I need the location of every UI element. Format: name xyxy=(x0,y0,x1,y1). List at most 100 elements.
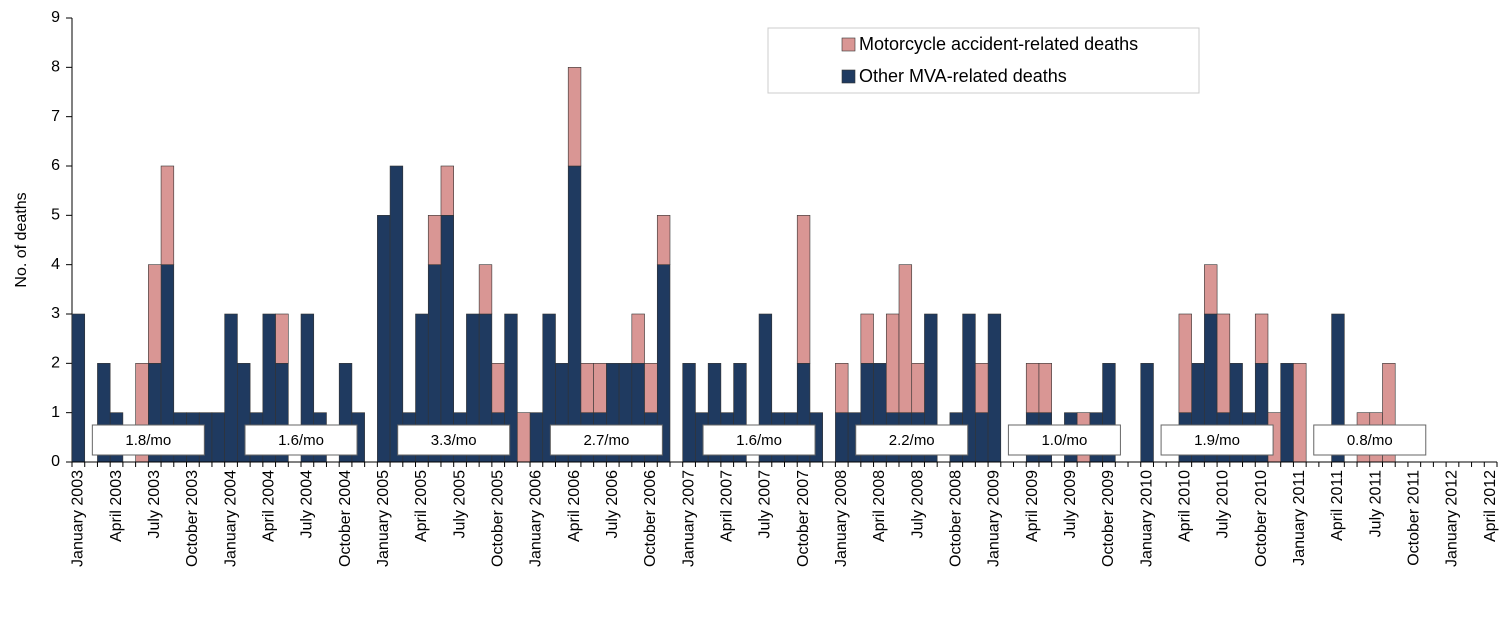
rate-box xyxy=(91,424,205,456)
bar-segment xyxy=(160,165,175,265)
x-tick-label: July 2010 xyxy=(1215,470,1232,539)
y-tick-label: 2 xyxy=(51,355,60,372)
x-tick-label: January 2007 xyxy=(680,470,697,567)
bar-segment xyxy=(860,313,874,364)
rate-label: 1.6/mo xyxy=(736,432,782,449)
bar-segment xyxy=(835,412,849,463)
x-tick-label: April 2011 xyxy=(1329,470,1346,541)
bar-segment xyxy=(440,165,454,216)
x-tick-label: October 2008 xyxy=(947,470,964,567)
rate-label: 1.8/mo xyxy=(125,432,171,449)
x-tick-label: April 2010 xyxy=(1177,470,1194,542)
x-tick-label: July 2004 xyxy=(299,470,316,539)
x-tick-label: July 2005 xyxy=(451,470,468,539)
x-tick-label: January 2008 xyxy=(833,470,850,567)
bar-segment xyxy=(656,215,671,265)
x-tick-label: July 2009 xyxy=(1062,470,1079,539)
legend-swatch xyxy=(841,69,856,84)
x-tick-label: October 2003 xyxy=(184,470,201,567)
x-tick-label: January 2011 xyxy=(1291,470,1308,566)
bar-segment xyxy=(796,215,811,364)
rate-label: 0.8/mo xyxy=(1347,432,1393,449)
bar-segment xyxy=(71,313,86,463)
bar-segment xyxy=(478,264,493,315)
rate-box xyxy=(1313,424,1427,456)
bar-segment xyxy=(427,215,442,265)
y-tick-label: 0 xyxy=(51,453,60,470)
rate-box xyxy=(1007,424,1121,456)
x-tick-label: January 2009 xyxy=(986,470,1003,567)
rate-label: 1.0/mo xyxy=(1041,432,1087,449)
x-tick-label: April 2006 xyxy=(566,470,583,542)
x-tick-label: October 2005 xyxy=(489,470,506,567)
bar-segment xyxy=(567,165,582,463)
bar-segment xyxy=(593,363,607,413)
x-tick-label: January 2003 xyxy=(70,470,87,567)
bar-segment xyxy=(148,264,162,364)
x-tick-label: April 2008 xyxy=(871,470,888,542)
bar-segment xyxy=(211,412,225,463)
x-tick-label: July 2011 xyxy=(1367,470,1384,537)
x-tick-label: April 2003 xyxy=(108,470,125,542)
bar-segment xyxy=(1293,363,1307,463)
bar-segment xyxy=(682,363,696,463)
x-tick-label: July 2006 xyxy=(604,470,621,539)
x-tick-label: October 2011 xyxy=(1406,470,1423,566)
rate-box xyxy=(397,424,511,456)
bar-segment xyxy=(987,313,1002,463)
x-tick-label: April 2012 xyxy=(1482,470,1499,542)
bar-segment xyxy=(1254,313,1269,364)
y-tick-label: 9 xyxy=(51,9,60,26)
rate-box xyxy=(549,424,663,456)
y-axis-title: No. of deaths xyxy=(13,192,30,287)
rate-box xyxy=(1160,424,1274,456)
rate-label: 2.2/mo xyxy=(889,432,935,449)
bar-segment xyxy=(975,363,989,413)
rate-box xyxy=(244,424,358,456)
bar-segment xyxy=(885,313,900,413)
legend-box xyxy=(767,27,1200,94)
bar-segment xyxy=(275,313,289,364)
bar-segment xyxy=(1178,313,1192,413)
y-tick-label: 3 xyxy=(51,305,60,322)
x-tick-label: July 2007 xyxy=(757,470,774,539)
y-tick-label: 8 xyxy=(51,59,60,76)
y-tick-label: 7 xyxy=(51,108,60,125)
rate-box xyxy=(855,424,969,456)
x-tick-label: October 2009 xyxy=(1100,470,1117,567)
bar-segment xyxy=(644,363,658,413)
y-tick-label: 4 xyxy=(51,256,60,273)
bar-segment xyxy=(911,363,925,413)
legend-label: Motorcycle accident-related deaths xyxy=(859,34,1138,54)
bar-segment xyxy=(567,67,582,167)
bar-segment xyxy=(1204,264,1218,315)
bar-segment xyxy=(491,363,505,413)
bar-segment xyxy=(389,165,404,463)
x-tick-label: July 2003 xyxy=(146,470,163,539)
x-tick-label: April 2007 xyxy=(718,470,735,542)
bar-segment xyxy=(1216,313,1231,413)
rate-label: 1.6/mo xyxy=(278,432,324,449)
bar-segment xyxy=(377,215,391,463)
bar-segment xyxy=(631,313,645,364)
bar-segment xyxy=(835,363,849,413)
rate-label: 2.7/mo xyxy=(583,432,629,449)
bar-segment xyxy=(517,412,531,463)
x-tick-label: October 2007 xyxy=(795,470,812,567)
bar-segment xyxy=(529,412,544,463)
bar-segment xyxy=(1140,363,1154,463)
y-tick-label: 5 xyxy=(51,207,60,224)
bar-segment xyxy=(1025,363,1040,413)
rate-label: 3.3/mo xyxy=(431,432,477,449)
rate-label: 1.9/mo xyxy=(1194,432,1240,449)
x-tick-label: October 2010 xyxy=(1253,470,1270,567)
x-tick-label: January 2010 xyxy=(1138,470,1155,567)
x-tick-label: October 2004 xyxy=(337,470,354,567)
x-tick-label: January 2012 xyxy=(1444,470,1461,567)
x-tick-label: July 2008 xyxy=(909,470,926,539)
x-tick-label: January 2005 xyxy=(375,470,392,567)
x-tick-label: April 2004 xyxy=(260,470,277,542)
bar-segment xyxy=(224,313,238,463)
rate-box xyxy=(702,424,816,456)
